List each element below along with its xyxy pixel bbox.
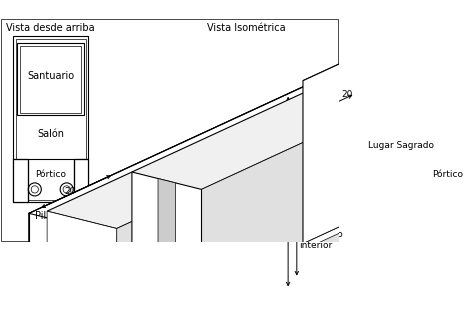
Bar [13,159,28,202]
Polygon shape [158,179,176,281]
Text: Santuario: Santuario [27,71,74,81]
Polygon shape [132,172,202,310]
Text: 20: 20 [342,90,353,99]
Polygon shape [29,213,116,310]
Bar [74,159,88,202]
Polygon shape [303,59,359,83]
Text: Medidas dadas en cubos: Medidas dadas en cubos [127,212,213,218]
Text: Salón: Salón [37,129,64,139]
Text: 20: 20 [65,187,76,196]
Bar [28,159,74,202]
Polygon shape [303,59,350,244]
Polygon shape [407,85,454,270]
Polygon shape [47,211,117,310]
Polygon shape [312,61,359,213]
Bar [13,159,28,202]
Polygon shape [311,89,380,290]
Text: Pórtico: Pórtico [432,170,463,179]
Bar [74,159,88,202]
Text: Pilares: Pilares [35,211,67,221]
Polygon shape [29,83,312,310]
Text: Vista Isométrica: Vista Isométrica [207,23,286,33]
Text: Vista desde arriba: Vista desde arriba [7,23,95,33]
Bar [13,36,88,202]
Polygon shape [312,192,446,235]
Text: Lugar Sagrado: Lugar Sagrado [368,141,434,150]
Text: Un cubo es aproximadamente 18 pulgadas o medio metro: Un cubo es aproximadamente 18 pulgadas o… [127,217,330,223]
Polygon shape [312,83,399,300]
Polygon shape [29,83,399,235]
Polygon shape [116,104,399,310]
Bar [20,46,81,113]
Polygon shape [399,246,454,270]
Polygon shape [303,222,359,246]
Polygon shape [359,61,446,213]
Polygon shape [399,83,446,235]
Bar [16,39,86,200]
Text: 20: 20 [288,181,300,190]
Polygon shape [117,107,380,310]
Polygon shape [47,89,380,228]
Text: 40: 40 [270,127,281,136]
Text: Santuario
interior: Santuario interior [300,230,343,250]
Polygon shape [399,83,454,107]
Text: Pórtico: Pórtico [35,170,66,179]
Polygon shape [29,279,399,310]
Text: 30: 30 [277,187,288,196]
Bar [17,43,84,116]
